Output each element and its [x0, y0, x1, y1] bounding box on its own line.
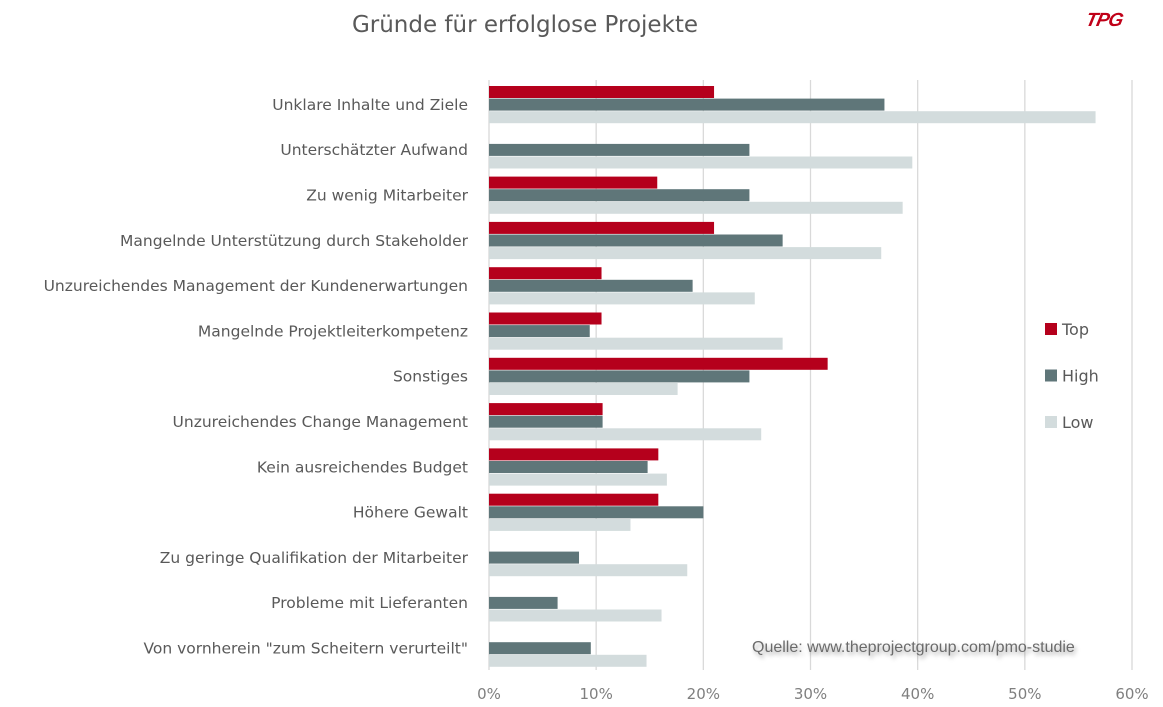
x-tick-label: 40%: [901, 685, 934, 703]
bar-low: [489, 428, 762, 441]
bar-high: [489, 325, 590, 338]
source-note: Quelle: www.theprojectgroup.com/pmo-stud…: [752, 639, 1075, 656]
bar-high: [489, 143, 750, 156]
category-label: Probleme mit Lieferanten: [271, 594, 468, 612]
bar-low: [489, 473, 667, 486]
category-label: Von vornherein "zum Scheitern verurteilt…: [143, 640, 468, 658]
category-label: Höhere Gewalt: [353, 504, 468, 522]
bar-high: [489, 506, 704, 519]
bar-low: [489, 383, 678, 395]
bar-low: [489, 201, 903, 214]
bar-high: [489, 279, 693, 292]
category-label: Mangelnde Unterstützung durch Stakeholde…: [120, 232, 469, 250]
bar-high: [489, 415, 603, 428]
category-label: Kein ausreichendes Budget: [257, 458, 468, 476]
bar-high: [489, 189, 750, 202]
category-label: Zu geringe Qualifikation der Mitarbeiter: [160, 549, 469, 567]
legend-swatch-top: [1045, 323, 1057, 335]
bar-high: [489, 98, 885, 111]
chart-title: Gründe für erfolglose Projekte: [351, 12, 699, 38]
x-tick-label: 30%: [794, 685, 827, 703]
category-label: Unzureichendes Management der Kundenerwa…: [44, 277, 468, 295]
category-label: Mangelnde Projektleiterkompetenz: [198, 322, 468, 340]
category-label: Sonstiges: [393, 368, 468, 386]
category-label: Unterschätzter Aufwand: [280, 141, 468, 159]
bar-low: [489, 111, 1096, 124]
legend-label: Low: [1062, 413, 1094, 432]
bar-high: [489, 370, 750, 383]
bar-low: [489, 564, 688, 577]
bar-low: [489, 609, 662, 622]
bar-low: [489, 518, 631, 531]
x-tick-label: 0%: [477, 685, 501, 703]
bar-top: [489, 493, 659, 506]
bar-low: [489, 247, 882, 260]
x-tick-label: 20%: [687, 685, 720, 703]
x-tick-label: 60%: [1115, 685, 1148, 703]
bar-high: [489, 642, 591, 655]
bar-top: [489, 176, 658, 189]
bar-low: [489, 156, 913, 169]
bar-top: [489, 448, 659, 461]
bar-low: [489, 337, 783, 350]
bar-high: [489, 234, 783, 247]
legend-label: High: [1062, 367, 1099, 386]
bar-top: [489, 357, 828, 370]
category-label: Zu wenig Mitarbeiter: [306, 187, 468, 205]
x-tick-label: 10%: [579, 685, 612, 703]
bar-high: [489, 461, 648, 473]
bar-high: [489, 596, 558, 609]
category-label: Unklare Inhalte und Ziele: [272, 96, 468, 114]
bar-top: [489, 86, 715, 98]
bar-high: [489, 551, 580, 564]
bar-top: [489, 267, 602, 280]
bar-top: [489, 403, 603, 416]
bar-top: [489, 221, 715, 234]
legend-swatch-high: [1045, 369, 1057, 382]
bar-low: [489, 654, 647, 667]
bar-top: [489, 312, 602, 325]
category-label: Unzureichendes Change Management: [173, 413, 468, 431]
x-tick-label: 50%: [1008, 685, 1041, 703]
legend-swatch-low: [1045, 416, 1057, 428]
bar-low: [489, 292, 755, 305]
legend-label: Top: [1061, 320, 1089, 339]
